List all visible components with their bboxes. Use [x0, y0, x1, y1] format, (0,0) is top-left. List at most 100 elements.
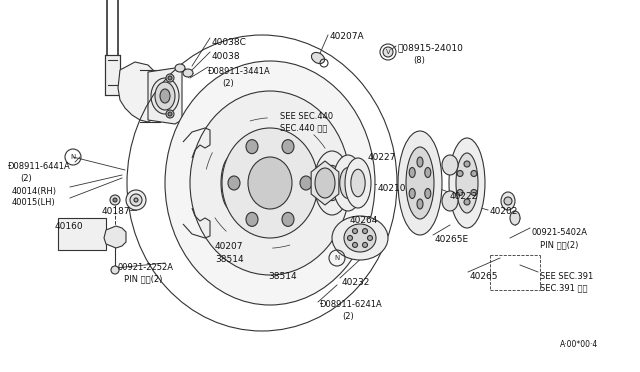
Ellipse shape — [246, 212, 258, 227]
Ellipse shape — [345, 158, 371, 208]
Text: SEE SEC.391: SEE SEC.391 — [540, 272, 593, 281]
Ellipse shape — [214, 141, 250, 225]
Ellipse shape — [312, 52, 324, 64]
Text: (2): (2) — [20, 174, 32, 183]
Ellipse shape — [417, 199, 423, 209]
Text: 40207: 40207 — [215, 242, 243, 251]
Ellipse shape — [333, 155, 363, 211]
Circle shape — [367, 235, 372, 241]
Ellipse shape — [246, 140, 258, 154]
Text: 00921-2252A: 00921-2252A — [118, 263, 174, 272]
Circle shape — [362, 228, 367, 234]
Text: 40264: 40264 — [350, 216, 378, 225]
Ellipse shape — [165, 61, 375, 305]
Circle shape — [110, 195, 120, 205]
Ellipse shape — [409, 167, 415, 177]
Text: Ð08911-6241A: Ð08911-6241A — [320, 300, 383, 309]
Circle shape — [166, 110, 174, 118]
Ellipse shape — [282, 212, 294, 227]
Circle shape — [471, 189, 477, 196]
Text: Ð08911-6441A: Ð08911-6441A — [8, 162, 71, 171]
Ellipse shape — [190, 91, 350, 275]
Circle shape — [464, 199, 470, 205]
Ellipse shape — [222, 128, 318, 238]
Polygon shape — [148, 68, 182, 124]
Ellipse shape — [409, 189, 415, 199]
Text: SEC.440 参照: SEC.440 参照 — [280, 123, 328, 132]
Polygon shape — [105, 55, 120, 95]
Text: SEC.391 参照: SEC.391 参照 — [540, 283, 588, 292]
Text: 40160: 40160 — [55, 222, 84, 231]
Text: 40232: 40232 — [342, 278, 371, 287]
Circle shape — [362, 243, 367, 247]
Ellipse shape — [175, 64, 185, 72]
Circle shape — [464, 161, 470, 167]
Ellipse shape — [332, 216, 388, 260]
Circle shape — [166, 74, 174, 82]
Text: 00921-5402A: 00921-5402A — [532, 228, 588, 237]
Text: N: N — [334, 255, 340, 261]
Text: Ð08911-3441A: Ð08911-3441A — [208, 67, 271, 76]
Text: 40038: 40038 — [212, 52, 241, 61]
Ellipse shape — [425, 189, 431, 199]
Ellipse shape — [228, 176, 240, 190]
Text: 40265: 40265 — [470, 272, 499, 281]
Ellipse shape — [160, 89, 170, 103]
Text: Ⓠ08915-24010: Ⓠ08915-24010 — [398, 43, 464, 52]
Circle shape — [504, 197, 512, 205]
Circle shape — [130, 194, 142, 206]
Circle shape — [383, 47, 393, 57]
Text: PIN ピン(2): PIN ピン(2) — [540, 240, 579, 249]
Ellipse shape — [425, 167, 431, 177]
Text: A·00*00·4: A·00*00·4 — [560, 340, 598, 349]
Ellipse shape — [456, 153, 478, 213]
Text: 38514: 38514 — [215, 255, 244, 264]
Ellipse shape — [282, 140, 294, 154]
Ellipse shape — [232, 158, 254, 208]
Ellipse shape — [314, 151, 350, 215]
Text: 38514: 38514 — [268, 272, 296, 281]
Polygon shape — [104, 226, 126, 248]
Text: 40187: 40187 — [102, 207, 131, 216]
Ellipse shape — [398, 131, 442, 235]
Circle shape — [168, 112, 172, 116]
Circle shape — [457, 189, 463, 196]
Ellipse shape — [510, 211, 520, 225]
Circle shape — [111, 266, 119, 274]
Ellipse shape — [225, 145, 261, 221]
Circle shape — [134, 198, 138, 202]
Bar — [58, 218, 106, 250]
Ellipse shape — [351, 169, 365, 197]
Text: 40015(LH): 40015(LH) — [12, 198, 56, 207]
Ellipse shape — [501, 192, 515, 210]
Circle shape — [353, 228, 358, 234]
Text: 40227: 40227 — [368, 153, 396, 162]
Polygon shape — [118, 62, 162, 122]
Ellipse shape — [449, 138, 485, 228]
Ellipse shape — [442, 191, 458, 211]
Text: (2): (2) — [342, 312, 354, 321]
Text: 40202: 40202 — [490, 207, 518, 216]
Text: 40222: 40222 — [450, 192, 478, 201]
Ellipse shape — [406, 147, 434, 219]
Text: 40207A: 40207A — [330, 32, 365, 41]
Text: SEE SEC.440: SEE SEC.440 — [280, 112, 333, 121]
Ellipse shape — [344, 224, 376, 252]
Text: 40014(RH): 40014(RH) — [12, 187, 57, 196]
Text: 40038C: 40038C — [212, 38, 247, 47]
Text: N: N — [70, 154, 76, 160]
Ellipse shape — [221, 156, 243, 210]
Ellipse shape — [151, 78, 179, 114]
Ellipse shape — [183, 69, 193, 77]
Circle shape — [348, 235, 353, 241]
Text: 40210: 40210 — [378, 184, 406, 193]
Text: (8): (8) — [413, 56, 425, 65]
Polygon shape — [311, 161, 339, 205]
Ellipse shape — [248, 157, 292, 209]
Circle shape — [471, 170, 477, 176]
Ellipse shape — [340, 168, 356, 198]
Ellipse shape — [417, 157, 423, 167]
Circle shape — [353, 243, 358, 247]
Circle shape — [457, 170, 463, 176]
Ellipse shape — [315, 168, 335, 198]
